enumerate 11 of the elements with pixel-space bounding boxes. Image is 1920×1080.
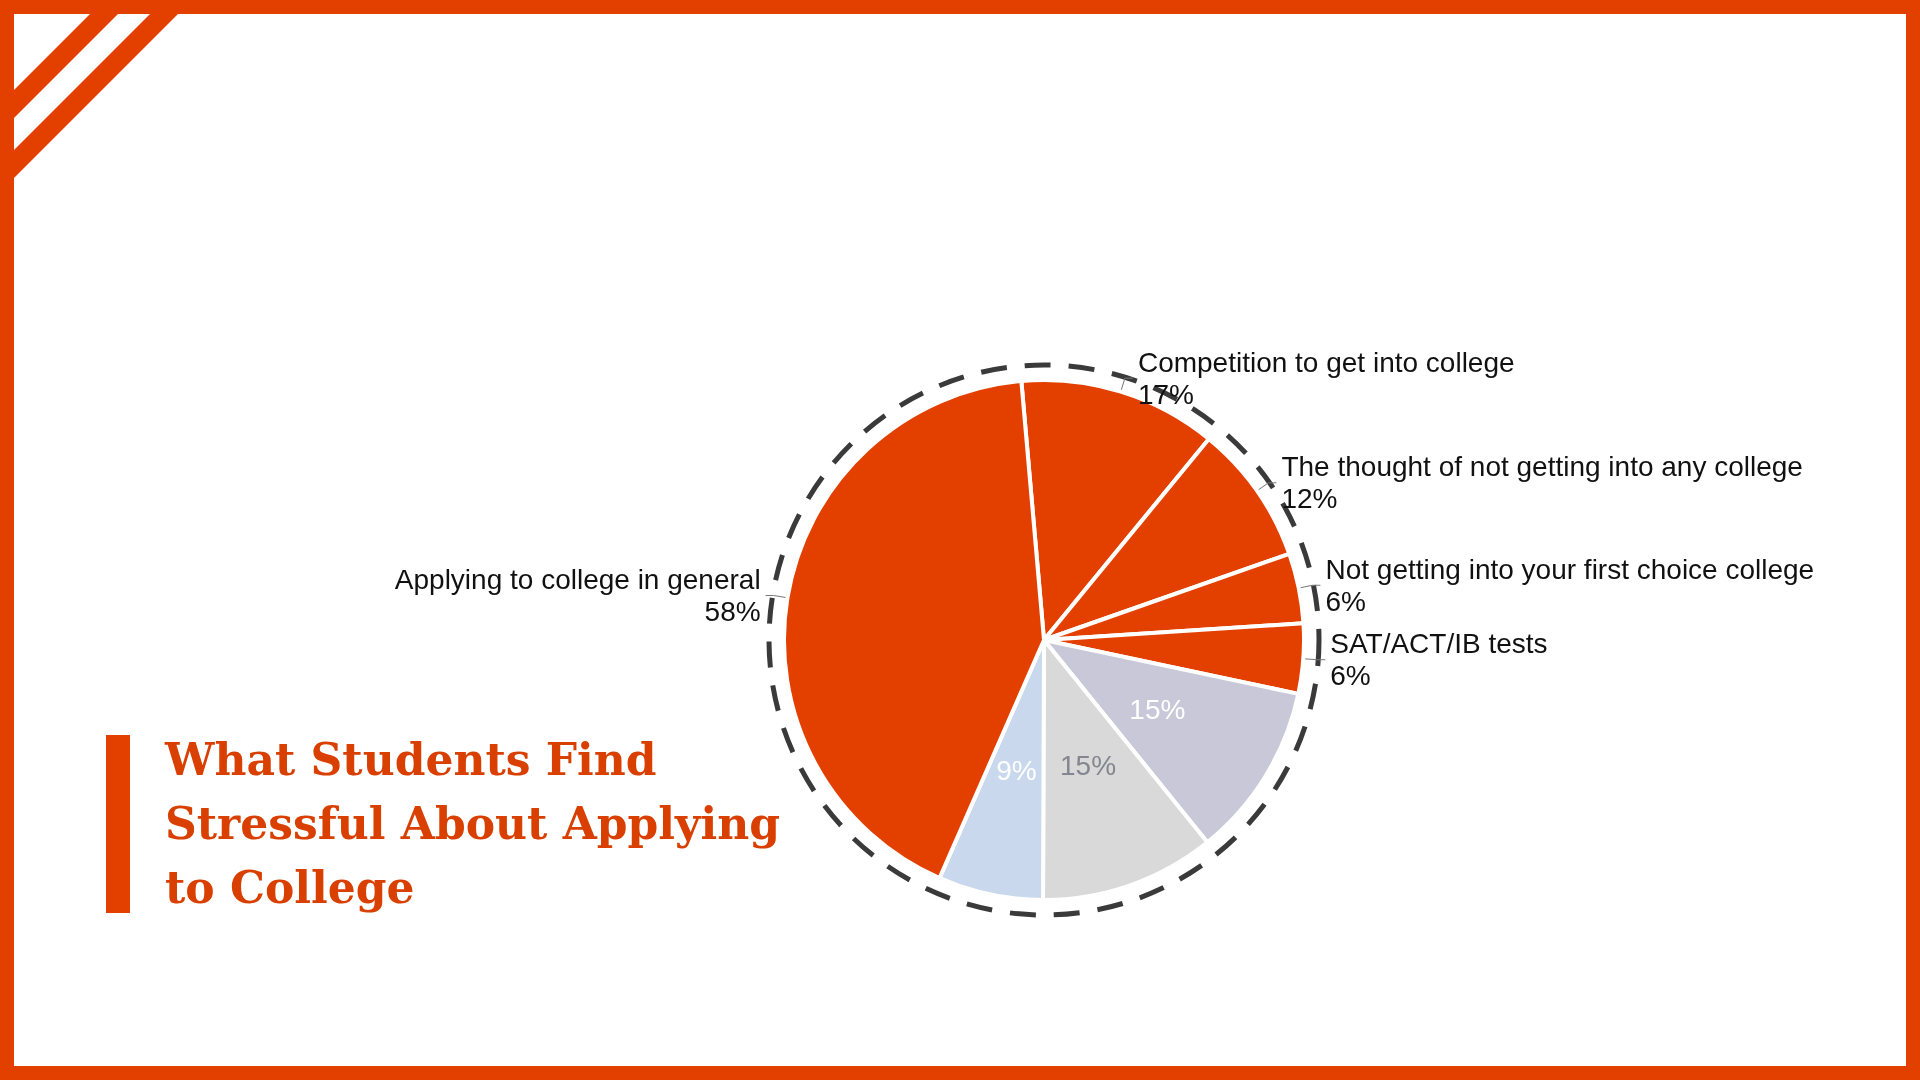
data-label: 6% bbox=[1330, 660, 1371, 692]
data-label: 6% bbox=[1325, 585, 1366, 617]
slice-label: SAT/ACT/IB tests bbox=[1330, 628, 1548, 660]
data-label: 58% bbox=[704, 595, 761, 627]
data-label: 12% bbox=[1281, 483, 1338, 515]
slice-label: Competition to get into college bbox=[1137, 346, 1515, 378]
slice-label: Not getting into your first choice college bbox=[1325, 553, 1815, 585]
text: What Students Find Stressful About Applying to College bbox=[165, 733, 782, 915]
slice-label: Applying to college in general bbox=[394, 563, 761, 595]
data-label: 15% bbox=[1060, 749, 1117, 781]
slice-label: The thought of not getting into any college bbox=[1281, 451, 1803, 483]
